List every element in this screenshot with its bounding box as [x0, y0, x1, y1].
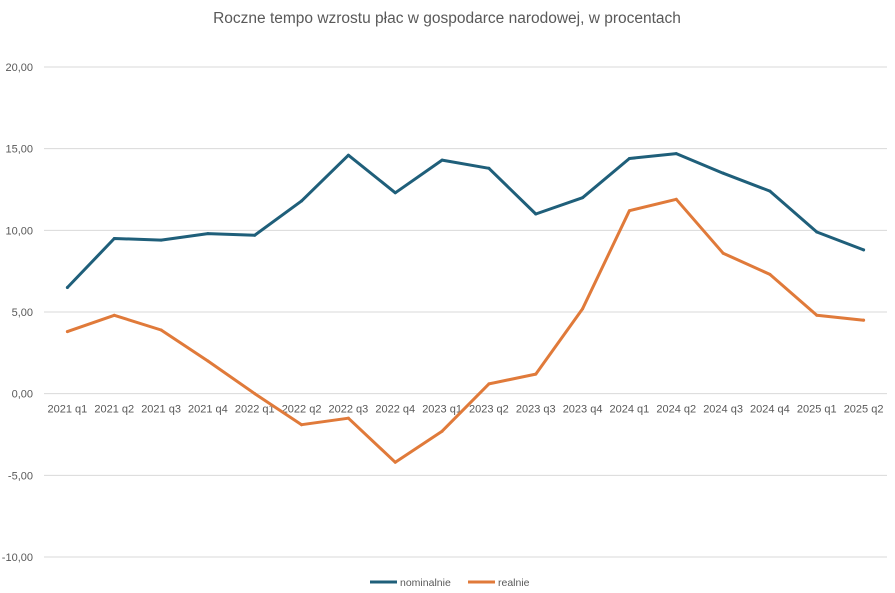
data-point-nominalnie[interactable] [534, 212, 538, 216]
data-point-realnie[interactable] [393, 460, 397, 464]
x-tick-label: 2022 q4 [375, 404, 415, 416]
series-line-nominalnie[interactable] [65, 152, 866, 289]
data-point-nominalnie[interactable] [581, 196, 585, 200]
data-point-nominalnie[interactable] [440, 158, 444, 162]
series-line-realnie[interactable] [65, 197, 866, 464]
x-tick-label: 2022 q2 [282, 404, 322, 416]
y-tick-label: 0,00 [12, 389, 33, 401]
legend-label-nominalnie[interactable]: nominalnie [400, 577, 451, 589]
data-point-realnie[interactable] [534, 372, 538, 376]
series-lines [65, 152, 866, 464]
data-point-nominalnie[interactable] [487, 166, 491, 170]
data-point-realnie[interactable] [627, 209, 631, 213]
x-tick-label: 2021 q1 [48, 404, 88, 416]
y-tick-label: 10,00 [5, 225, 33, 237]
data-point-nominalnie[interactable] [674, 152, 678, 156]
x-tick-label: 2022 q3 [329, 404, 369, 416]
x-tick-label: 2021 q4 [188, 404, 228, 416]
data-point-realnie[interactable] [581, 307, 585, 311]
data-point-nominalnie[interactable] [65, 286, 69, 289]
data-point-realnie[interactable] [815, 313, 819, 317]
x-tick-label: 2025 q2 [844, 404, 884, 416]
data-point-nominalnie[interactable] [768, 189, 772, 193]
y-tick-label: 5,00 [12, 307, 33, 319]
data-point-realnie[interactable] [346, 416, 350, 420]
x-tick-label: 2022 q1 [235, 404, 275, 416]
data-point-nominalnie[interactable] [300, 199, 304, 203]
data-point-nominalnie[interactable] [206, 232, 210, 236]
x-tick-label: 2023 q4 [563, 404, 603, 416]
chart-title: Roczne tempo wzrostu płac w gospodarce n… [213, 10, 681, 27]
gridlines [44, 66, 887, 558]
data-point-nominalnie[interactable] [346, 153, 350, 157]
x-tick-label: 2021 q3 [141, 404, 181, 416]
data-point-realnie[interactable] [253, 392, 257, 396]
data-point-nominalnie[interactable] [862, 248, 866, 252]
x-tick-label: 2023 q1 [422, 404, 462, 416]
y-tick-label: 15,00 [5, 144, 33, 156]
data-point-nominalnie[interactable] [159, 238, 163, 242]
x-tick-label: 2024 q2 [656, 404, 696, 416]
y-tick-label: -10,00 [2, 552, 33, 564]
data-point-nominalnie[interactable] [627, 156, 631, 160]
data-point-realnie[interactable] [768, 272, 772, 276]
x-tick-label: 2024 q4 [750, 404, 790, 416]
legend: nominalnie realnie [370, 577, 530, 589]
data-point-nominalnie[interactable] [721, 171, 725, 175]
data-point-realnie[interactable] [300, 423, 304, 427]
data-point-realnie[interactable] [674, 197, 678, 201]
data-point-realnie[interactable] [159, 328, 163, 332]
legend-label-realnie[interactable]: realnie [498, 577, 530, 589]
data-point-nominalnie[interactable] [815, 230, 819, 234]
data-point-realnie[interactable] [112, 313, 116, 317]
y-tick-label: -5,00 [8, 470, 33, 482]
y-tick-label: 20,00 [5, 62, 33, 74]
data-point-realnie[interactable] [206, 359, 210, 363]
data-point-realnie[interactable] [862, 318, 866, 322]
x-tick-label: 2023 q2 [469, 404, 509, 416]
data-point-realnie[interactable] [65, 330, 69, 334]
data-point-realnie[interactable] [721, 251, 725, 255]
x-tick-label: 2023 q3 [516, 404, 556, 416]
data-point-realnie[interactable] [487, 382, 491, 386]
data-point-nominalnie[interactable] [253, 233, 257, 237]
x-tick-label: 2024 q1 [610, 404, 650, 416]
data-point-nominalnie[interactable] [393, 191, 397, 195]
x-tick-label: 2021 q2 [94, 404, 134, 416]
x-tick-label: 2024 q3 [703, 404, 743, 416]
y-axis-ticks: 20,00 15,00 10,00 5,00 0,00 -5,00 -10,00 [2, 62, 33, 564]
x-axis-ticks: 2021 q1 2021 q2 2021 q3 2021 q4 2022 q1 2022 … [48, 404, 884, 416]
x-tick-label: 2025 q1 [797, 404, 837, 416]
data-point-realnie[interactable] [440, 429, 444, 433]
data-point-nominalnie[interactable] [112, 237, 116, 240]
